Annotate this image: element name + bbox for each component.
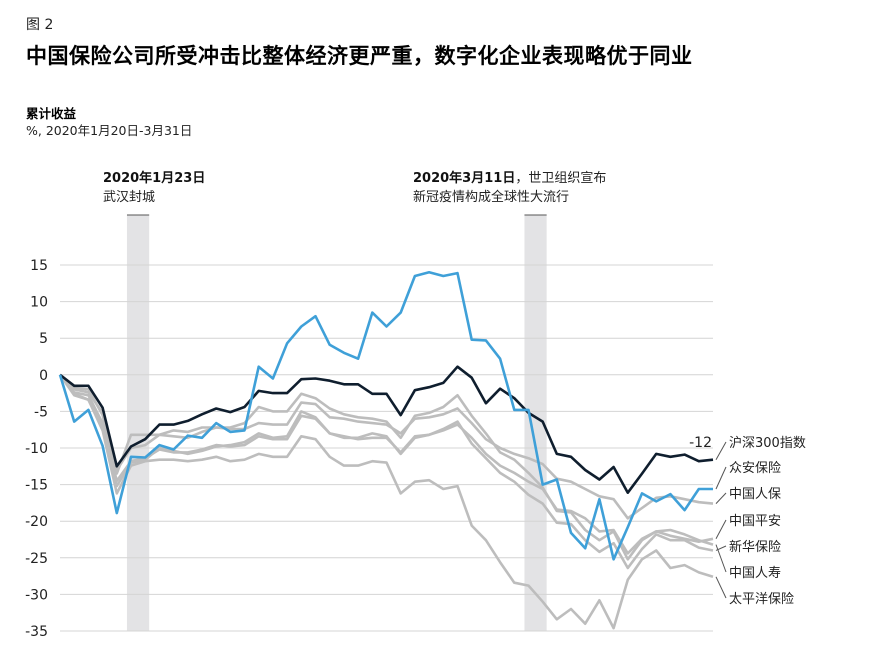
legend-leader-1 bbox=[715, 466, 727, 490]
gridlines bbox=[60, 264, 713, 632]
legend-leader-6 bbox=[715, 576, 727, 599]
chart-title: 中国保险公司所受冲击比整体经济更严重，数字化企业表现略优于同业 bbox=[26, 44, 693, 68]
y-tick-label: -5 bbox=[34, 404, 48, 420]
y-tick-label: -15 bbox=[25, 478, 48, 494]
legend-leader-5 bbox=[715, 544, 727, 573]
series-line-6 bbox=[58, 374, 714, 630]
series-lines bbox=[58, 270, 714, 630]
series-line-2 bbox=[59, 373, 714, 520]
annotation-1-line2: 武汉封城 bbox=[103, 190, 155, 205]
annotation-2-line1: 2020年3月11日，世卫组织宣布 bbox=[413, 170, 606, 186]
legend-label-1: 众安保险 bbox=[729, 461, 781, 476]
y-axis-ticks: 15 10 5 0 -5 -10 -15 -20 -25 -30 -35 bbox=[25, 258, 48, 640]
shaded-period-2 bbox=[524, 215, 547, 631]
y-tick-label: -10 bbox=[25, 441, 48, 457]
series-line-1 bbox=[58, 270, 713, 561]
y-tick-label: 10 bbox=[30, 295, 48, 311]
y-tick-label: -35 bbox=[25, 624, 48, 640]
legend-label-0: 沪深300指数 bbox=[729, 435, 806, 451]
y-tick-label: -30 bbox=[25, 587, 48, 603]
legend-leader-0 bbox=[715, 441, 727, 460]
y-tick-label: -25 bbox=[25, 551, 48, 567]
legend-label-4: 新华保险 bbox=[729, 539, 781, 555]
figure-label: 图 2 bbox=[26, 17, 54, 33]
shaded-period-1 bbox=[126, 215, 150, 631]
legend-label-3: 中国平安 bbox=[729, 514, 781, 529]
legend-label-5: 中国人寿 bbox=[729, 566, 781, 581]
series-line-5 bbox=[59, 373, 714, 561]
end-value-label: -12 bbox=[689, 435, 712, 451]
legend-label-2: 中国人保 bbox=[729, 487, 781, 502]
legend-label-6: 太平洋保险 bbox=[729, 592, 794, 607]
series-line-4 bbox=[58, 374, 714, 570]
annotation-2-line2: 新冠疫情构成全球性大流行 bbox=[413, 189, 569, 205]
annotation-1-line1: 2020年1月23日 bbox=[103, 170, 205, 186]
shaded-periods bbox=[126, 214, 547, 631]
series-line-0 bbox=[59, 365, 714, 495]
legend-leader-2 bbox=[715, 492, 727, 504]
y-tick-label: 0 bbox=[39, 368, 48, 384]
legend-leader-3 bbox=[715, 519, 727, 540]
chart-subtitle: 累计收益 bbox=[26, 106, 77, 121]
y-tick-label: 5 bbox=[39, 331, 48, 347]
chart-units: %, 2020年1月20日-3月31日 bbox=[26, 123, 193, 138]
y-tick-label: -20 bbox=[25, 514, 48, 530]
y-tick-label: 15 bbox=[30, 258, 48, 274]
